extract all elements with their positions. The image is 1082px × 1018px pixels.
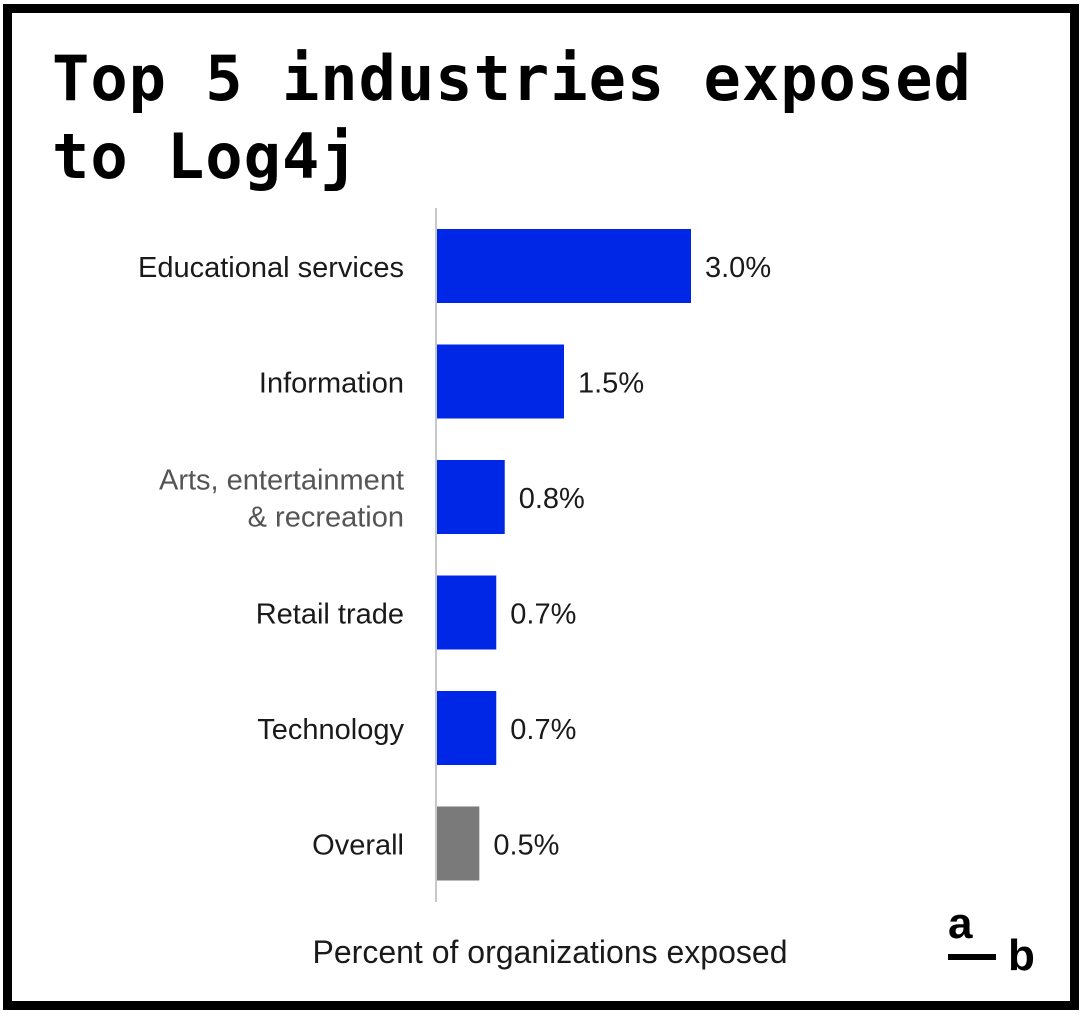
chart-title: Top 5 industries exposed to Log4j	[52, 40, 992, 196]
data-label: 1.5%	[578, 368, 644, 400]
ab-logo: a b	[944, 898, 1044, 980]
title-line-2: to Log4j	[52, 120, 359, 193]
category-label: Educational services	[138, 252, 404, 284]
category-label: Arts, entertainment & recreation	[159, 465, 404, 534]
data-label: 0.5%	[493, 830, 559, 862]
logo-letter-b: b	[1008, 931, 1035, 980]
category-label: Technology	[257, 714, 404, 746]
bar	[437, 691, 497, 765]
bar	[437, 229, 691, 303]
title-line-1: Top 5 industries exposed	[52, 42, 972, 115]
category-label: Information	[259, 368, 404, 400]
category-label: Retail trade	[256, 599, 404, 631]
bar	[437, 575, 497, 650]
data-label: 0.8%	[519, 483, 585, 515]
bar	[437, 460, 505, 534]
chart-frame	[3, 4, 1079, 1010]
category-label: Overall	[312, 830, 404, 862]
data-label: 0.7%	[510, 599, 576, 631]
logo-letter-a: a	[948, 899, 973, 948]
logo-bar	[948, 954, 996, 960]
bar	[437, 806, 480, 881]
data-label: 3.0%	[705, 252, 771, 284]
bar	[437, 344, 564, 419]
data-label: 0.7%	[510, 714, 576, 746]
x-axis-label: Percent of organizations exposed	[312, 934, 788, 970]
